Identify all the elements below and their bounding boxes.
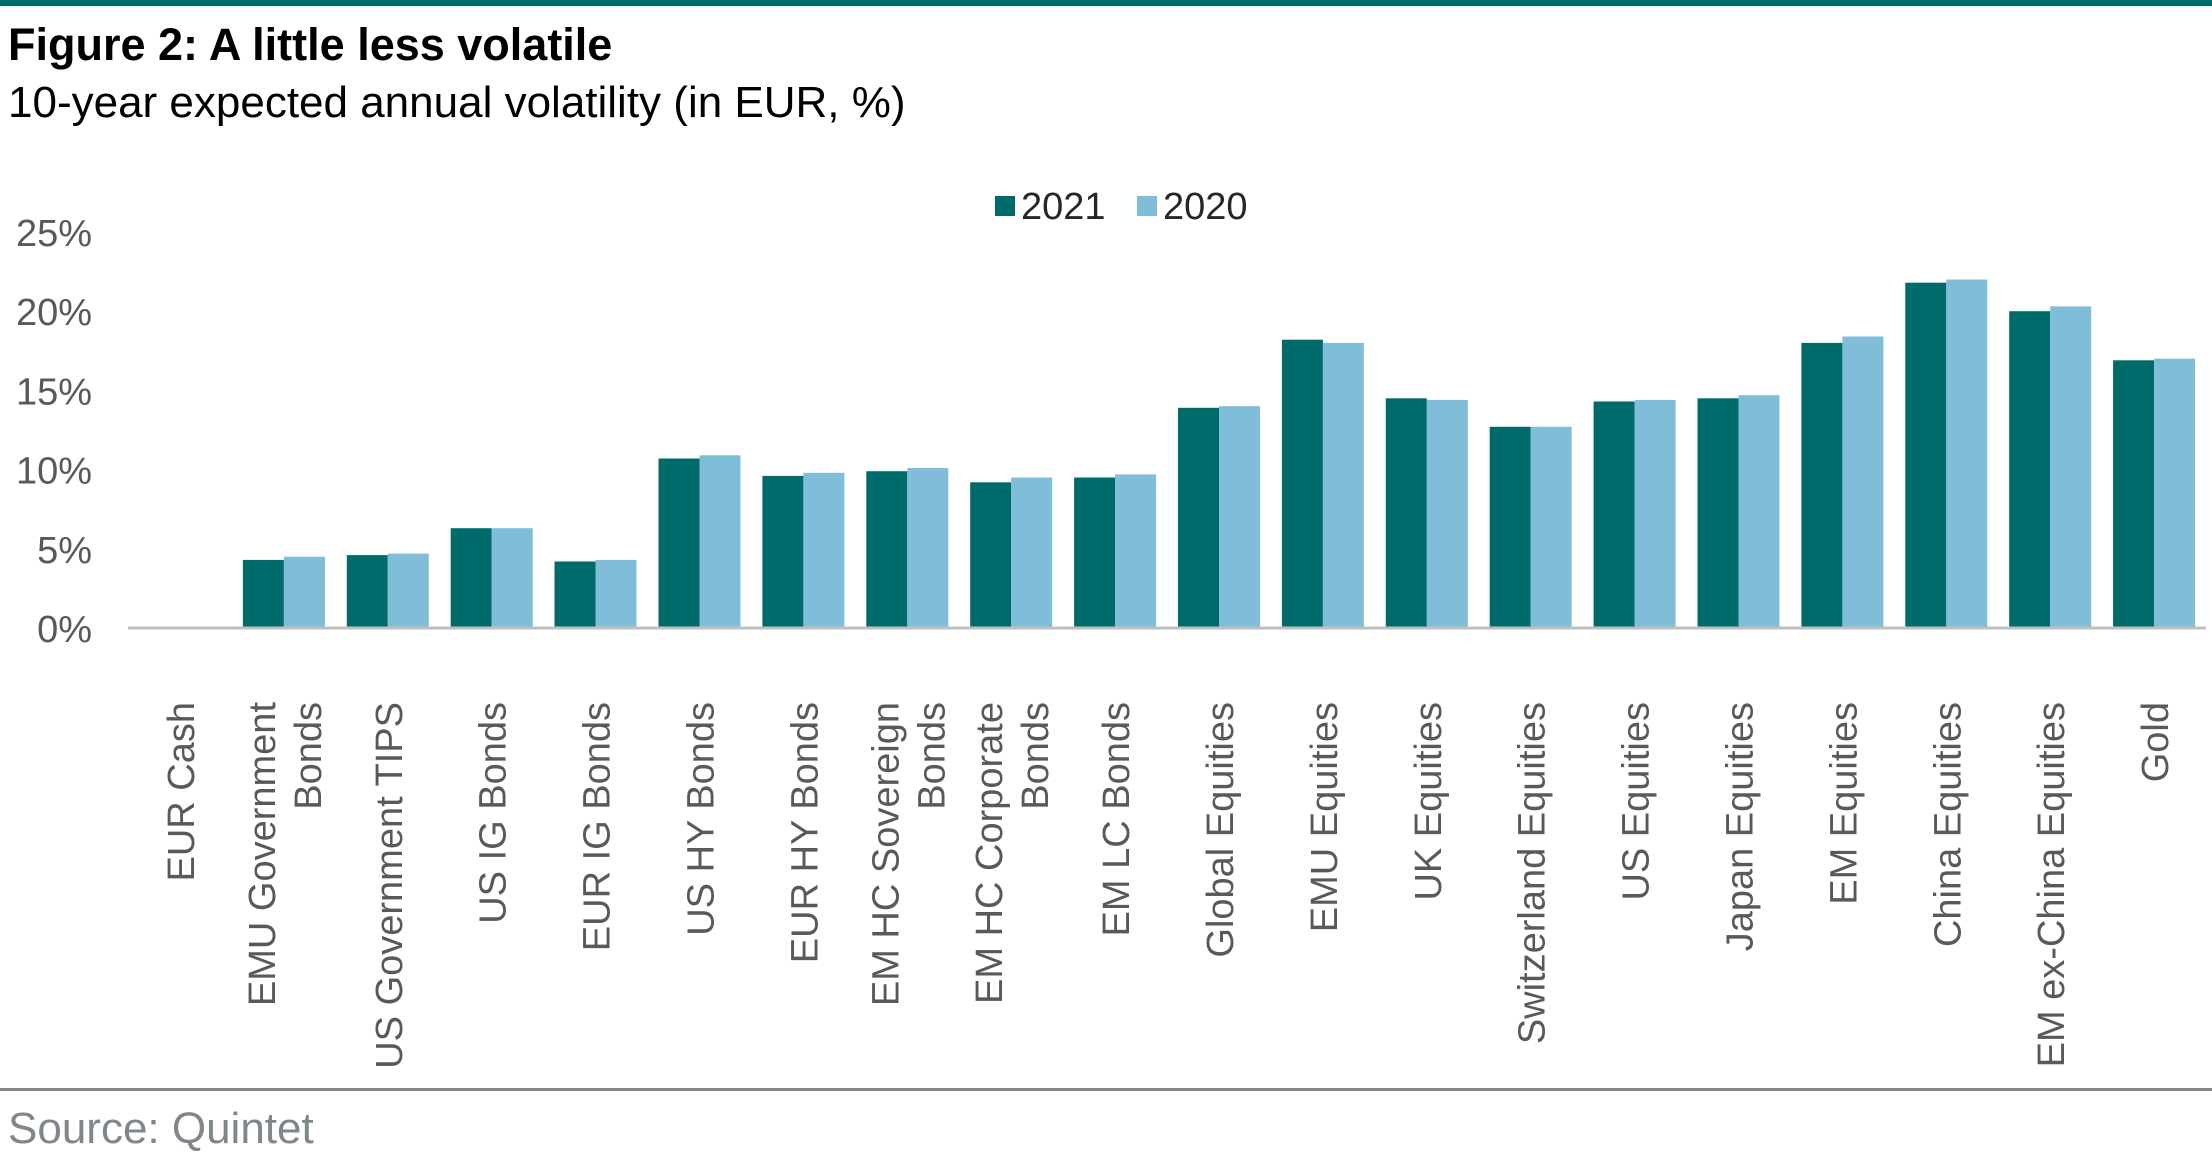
bar-2021 — [2009, 311, 2051, 628]
bar-2021 — [1281, 339, 1323, 628]
chart-title: Figure 2: A little less volatile — [8, 19, 613, 70]
x-tick-label: Bonds — [1015, 702, 1057, 810]
x-tick-label: EUR Cash — [161, 702, 203, 882]
legend-label-2020: 2020 — [1163, 186, 1248, 228]
legend-label-2021: 2021 — [1021, 186, 1106, 228]
bar-2021 — [242, 559, 284, 628]
y-tick-label: 15% — [16, 371, 92, 413]
bar-2020 — [595, 559, 637, 628]
bar-2020 — [1011, 477, 1053, 628]
source-note: Source: Quintet — [8, 1104, 314, 1153]
bar-2020 — [1426, 399, 1468, 628]
x-tick-label: Bonds — [911, 702, 953, 810]
bar-2021 — [970, 482, 1012, 628]
bar-2020 — [1842, 336, 1884, 628]
bar-2021 — [762, 475, 804, 628]
x-tick-label: EMU Government — [242, 702, 284, 1007]
bar-2020 — [283, 556, 325, 628]
x-tick-label: US IG Bonds — [473, 702, 515, 924]
x-tick-label: China Equities — [1927, 702, 1969, 947]
bar-2021 — [658, 458, 700, 628]
bar-2021 — [450, 528, 492, 628]
x-tick-label: US HY Bonds — [681, 702, 723, 936]
legend-swatch-2020 — [1137, 196, 1157, 216]
top-rule — [0, 0, 2212, 6]
bar-2020 — [1946, 279, 1988, 628]
bar-2021 — [2113, 360, 2155, 628]
bar-2020 — [907, 468, 949, 628]
x-tick-label: EUR IG Bonds — [577, 702, 619, 951]
bar-2021 — [1905, 282, 1947, 628]
x-tick-label: US Government TIPS — [369, 702, 411, 1069]
bar-2020 — [2050, 306, 2092, 628]
legend-swatch-2021 — [995, 196, 1015, 216]
bar-2020 — [2154, 358, 2196, 628]
x-tick-label: EM LC Bonds — [1096, 702, 1138, 936]
bar-2020 — [699, 455, 741, 628]
y-tick-label: 5% — [37, 530, 92, 572]
y-tick-label: 10% — [16, 451, 92, 493]
x-tick-label: EM Equities — [1823, 702, 1865, 905]
bar-2020 — [1219, 406, 1260, 628]
bar-2021 — [1593, 401, 1635, 628]
bar-2021 — [1385, 398, 1427, 628]
bar-2020 — [1115, 474, 1157, 628]
bar-2021 — [1178, 407, 1219, 628]
x-tick-label: EM ex-China Equities — [2031, 702, 2073, 1067]
x-tick-label: Switzerland Equities — [1512, 702, 1554, 1044]
x-tick-label: Global Equities — [1200, 702, 1242, 958]
bar-2020 — [491, 528, 533, 628]
bar-2021 — [1697, 398, 1739, 628]
x-tick-label: EMU Equities — [1304, 702, 1346, 932]
bar-2020 — [387, 553, 429, 628]
bar-2021 — [1489, 426, 1531, 628]
x-tick-label: UK Equities — [1408, 702, 1450, 901]
x-tick-label: Gold — [2135, 702, 2177, 782]
bar-2020 — [1634, 399, 1676, 628]
x-tick-label: Japan Equities — [1720, 702, 1762, 951]
bar-2020 — [1738, 395, 1780, 628]
x-tick-label: EM HC Corporate — [969, 702, 1011, 1004]
bar-2021 — [866, 471, 908, 628]
bar-2021 — [1074, 477, 1116, 628]
y-tick-label: 0% — [37, 609, 92, 651]
x-tick-label: Bonds — [288, 702, 330, 810]
y-tick-label: 25% — [16, 213, 92, 255]
x-tick-label: EM HC Sovereign — [865, 702, 907, 1006]
bar-chart: 0%5%10%15%20%25%EUR Cash EMU Government Bo… — [16, 186, 2206, 1069]
chart-subtitle: 10-year expected annual volatility (in E… — [8, 78, 906, 127]
bottom-rule — [0, 1088, 2212, 1091]
bar-2021 — [346, 555, 388, 628]
x-tick-label: US Equities — [1616, 702, 1658, 901]
y-tick-label: 20% — [16, 292, 92, 334]
bar-2020 — [1322, 342, 1364, 628]
bar-2020 — [1530, 426, 1572, 628]
bar-2021 — [1801, 342, 1843, 628]
bar-2021 — [554, 561, 596, 628]
x-tick-label: EUR HY Bonds — [784, 702, 826, 963]
bar-2020 — [803, 472, 845, 628]
